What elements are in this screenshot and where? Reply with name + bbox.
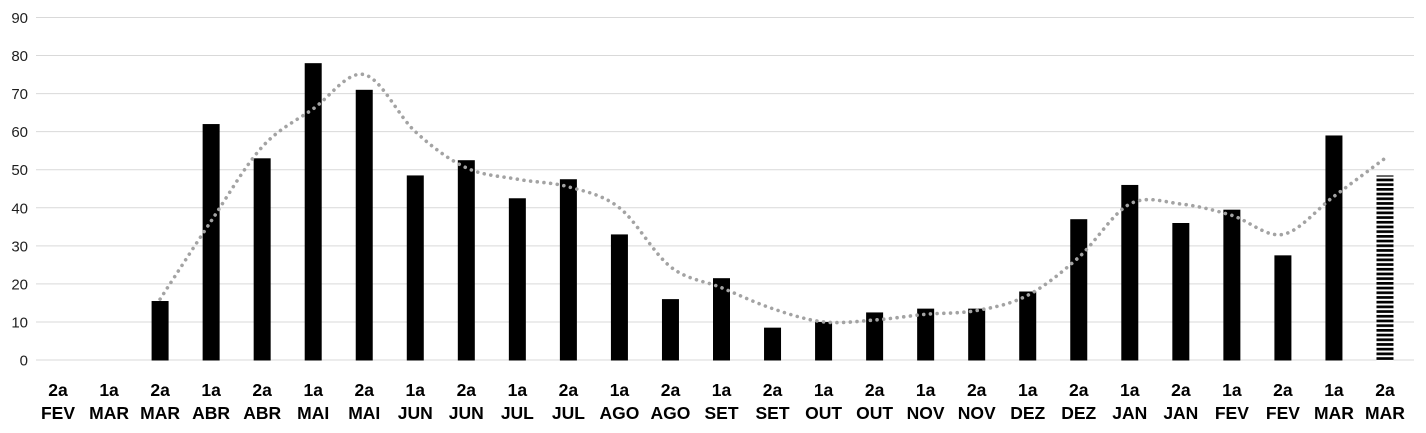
- bar-1a-MAR: [1325, 135, 1343, 361]
- y-tick-label-70: 70: [11, 86, 28, 103]
- x-tick-label-1a-SET: 1a SET: [704, 380, 738, 423]
- x-tick-label-1a-MAI: 1a MAI: [297, 380, 329, 423]
- x-tick-label-2a-FEV: 2a FEV: [41, 380, 75, 423]
- y-tick-label-0: 0: [20, 353, 28, 370]
- bar-2a-AGO: [661, 299, 679, 361]
- y-tick-label-60: 60: [11, 124, 28, 141]
- x-tick-label-1a-JAN: 1a JAN: [1112, 380, 1147, 423]
- x-tick-label-1a-MAR: 1a MAR: [89, 380, 129, 423]
- bar-1a-JUL: [508, 198, 526, 361]
- trend-dotted-line: [158, 72, 1387, 325]
- x-tick-label-1a-DEZ: 1a DEZ: [1010, 380, 1045, 423]
- bar-2a-FEV: [1274, 255, 1292, 361]
- y-tick-label-30: 30: [11, 238, 28, 255]
- bar-2a-DEZ: [1070, 219, 1088, 361]
- x-tick-label-2a-DEZ: 2a DEZ: [1061, 380, 1096, 423]
- y-tick-label-80: 80: [11, 48, 28, 65]
- bar-2a-MAI: [355, 89, 373, 361]
- x-tick-label-2a-NOV: 2a NOV: [958, 380, 996, 423]
- x-tick-label-1a-NOV: 1a NOV: [907, 380, 945, 423]
- x-tick-label-2a-MAI: 2a MAI: [348, 380, 380, 423]
- bar-1a-JAN: [1121, 184, 1139, 361]
- x-tick-label-1a-JUN: 1a JUN: [398, 380, 433, 423]
- bar-2a-JUL: [559, 179, 577, 361]
- bars: [151, 63, 1394, 361]
- bar-1a-NOV: [917, 308, 935, 361]
- x-tick-label-2a-SET: 2a SET: [756, 380, 790, 423]
- y-tick-label-90: 90: [11, 10, 28, 27]
- bar-1a-MAI: [304, 63, 322, 361]
- x-tick-label-2a-ABR: 2a ABR: [243, 380, 281, 423]
- y-tick-label-10: 10: [11, 314, 28, 331]
- bar-2a-ABR: [253, 158, 271, 361]
- x-tick-label-2a-OUT: 2a OUT: [856, 380, 893, 423]
- x-tick-label-2a-JUN: 2a JUN: [449, 380, 484, 423]
- x-tick-label-1a-ABR: 1a ABR: [192, 380, 230, 423]
- x-axis-labels: 2a FEV 1a MAR 2a MAR 1a ABR 2a ABR 1a MAI 2a MAI 1a JUN…: [41, 380, 1405, 423]
- bar-2a-JAN: [1172, 223, 1190, 361]
- x-tick-label-1a-FEV: 1a FEV: [1215, 380, 1249, 423]
- y-tick-label-40: 40: [11, 200, 28, 217]
- bar-1a-OUT: [815, 321, 833, 361]
- bar-2a-NOV: [968, 308, 986, 361]
- bar-2a-MAR: [151, 301, 169, 361]
- x-tick-label-2a-FEV: 2a FEV: [1266, 380, 1300, 423]
- x-tick-label-2a-MAR: 2a MAR: [140, 380, 180, 423]
- bar-2a-MAR: [1376, 175, 1394, 361]
- x-tick-label-2a-MAR: 2a MAR: [1365, 380, 1405, 423]
- bar-2a-SET: [764, 327, 782, 361]
- x-tick-label-2a-AGO: 2a AGO: [651, 380, 691, 423]
- x-tick-label-1a-MAR: 1a MAR: [1314, 380, 1354, 423]
- y-tick-label-50: 50: [11, 162, 28, 179]
- x-tick-label-2a-JAN: 2a JAN: [1163, 380, 1198, 423]
- bar-1a-ABR: [202, 124, 220, 361]
- bar-1a-AGO: [610, 234, 628, 361]
- bar-1a-JUN: [406, 175, 424, 361]
- x-tick-label-1a-AGO: 1a AGO: [599, 380, 639, 423]
- x-tick-label-1a-OUT: 1a OUT: [805, 380, 842, 423]
- bar-2a-JUN: [457, 160, 475, 361]
- y-tick-label-20: 20: [11, 276, 28, 293]
- bar-1a-FEV: [1223, 209, 1241, 361]
- y-axis-labels: 0 10 20 30 40 50 60 70 80 90: [11, 10, 28, 370]
- x-tick-label-2a-JUL: 2a JUL: [552, 380, 585, 423]
- bar-1a-DEZ: [1019, 291, 1037, 361]
- bar-1a-SET: [713, 278, 730, 361]
- x-tick-label-1a-JUL: 1a JUL: [501, 380, 534, 423]
- bar-2a-OUT: [866, 312, 884, 361]
